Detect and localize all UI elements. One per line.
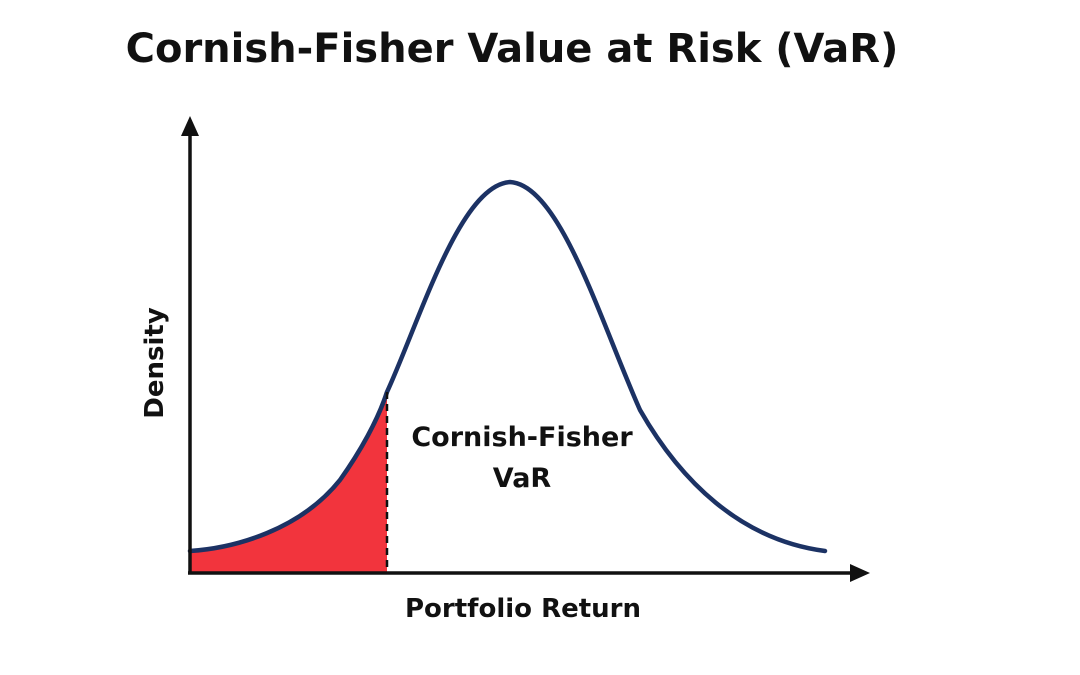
var-annotation-line1: Cornish-Fisher (411, 422, 633, 453)
x-axis-label: Portfolio Return (405, 594, 641, 624)
y-axis-label: Density (140, 307, 170, 419)
y-axis-arrow (181, 116, 199, 136)
density-curve (187, 179, 828, 554)
x-axis-arrow (850, 564, 870, 582)
var-annotation-line2: VaR (493, 463, 552, 494)
tail-shaded-area (190, 392, 387, 572)
page-title: Cornish-Fisher Value at Risk (VaR) (126, 26, 899, 72)
